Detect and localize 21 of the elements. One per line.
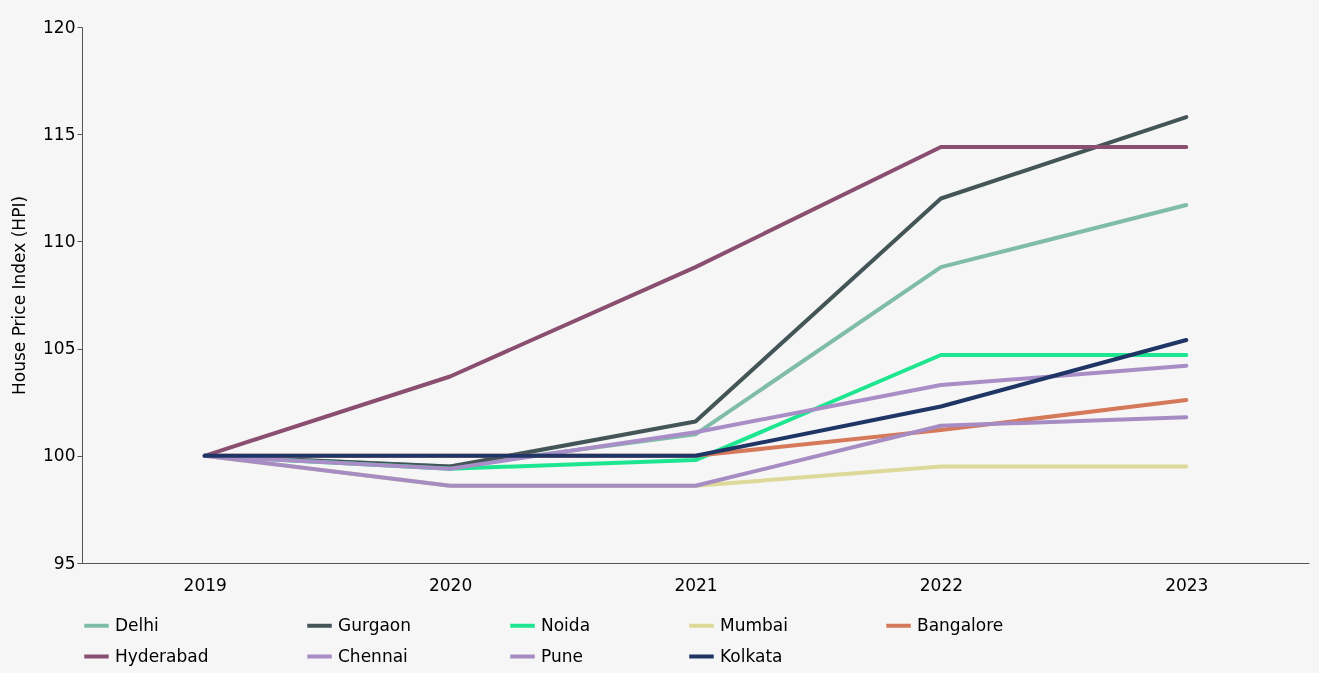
legend-label: Noida: [541, 614, 591, 635]
x-tick-label: 2020: [428, 574, 473, 595]
legend-label: Pune: [541, 645, 583, 666]
legend-label: Chennai: [338, 645, 408, 666]
y-tick-label: 105: [43, 338, 76, 359]
y-tick-label: 115: [43, 123, 76, 144]
y-axis-title: House Price Index (HPI): [9, 195, 30, 396]
legend-label: Mumbai: [720, 614, 788, 635]
legend-label: Bangalore: [917, 614, 1004, 635]
y-tick-label: 100: [43, 445, 76, 466]
y-tick-label: 110: [43, 230, 76, 251]
x-tick-label: 2022: [919, 574, 964, 595]
y-tick-label: 95: [53, 552, 76, 573]
legend-label: Kolkata: [720, 645, 783, 666]
y-tick-label: 120: [43, 16, 76, 37]
x-tick-label: 2021: [674, 574, 718, 595]
x-tick-label: 2019: [183, 574, 227, 595]
legend-label: Hyderabad: [115, 645, 209, 666]
legend-label: Delhi: [115, 614, 159, 635]
x-tick-label: 2023: [1165, 574, 1209, 595]
legend-label: Gurgaon: [338, 614, 412, 635]
